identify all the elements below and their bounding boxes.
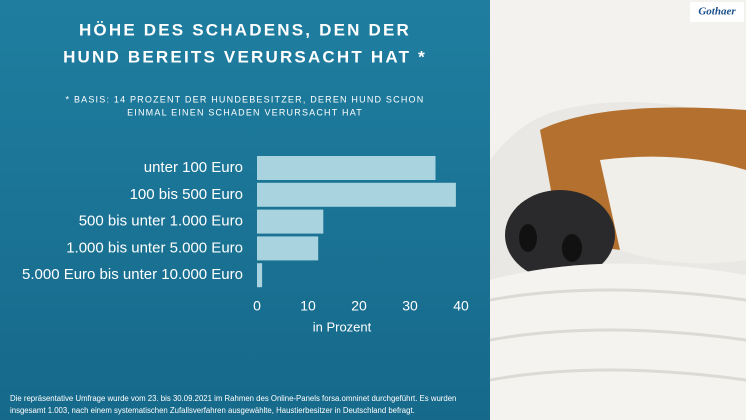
x-tick-label: 40 xyxy=(453,298,469,314)
category-label: 500 bis unter 1.000 Euro xyxy=(79,213,243,230)
panel xyxy=(0,0,490,420)
x-tick-label: 10 xyxy=(300,298,316,314)
photo xyxy=(489,0,746,420)
bar xyxy=(257,182,456,207)
bar xyxy=(257,263,263,288)
x-tick-label: 20 xyxy=(351,298,367,314)
x-tick-label: 0 xyxy=(253,298,261,314)
category-label: 1.000 bis unter 5.000 Euro xyxy=(66,239,243,256)
footnote-line: Die repräsentative Umfrage wurde vom 23.… xyxy=(10,394,456,403)
category-label: 5.000 Euro bis unter 10.000 Euro xyxy=(22,266,243,283)
footnote-line: insgesamt 1.003, nach einem systematisch… xyxy=(10,406,415,415)
category-label: unter 100 Euro xyxy=(144,159,243,176)
brand-logo: Gothaer xyxy=(698,6,736,18)
x-axis-label: in Prozent xyxy=(313,319,372,334)
bar xyxy=(257,209,324,234)
subtitle-line: * BASIS: 14 PROZENT DER HUNDEBESITZER, D… xyxy=(66,94,425,104)
title-line: HÖHE DES SCHADENS, DEN DER xyxy=(79,20,411,39)
subtitle-line: EINMAL EINEN SCHADEN VERURSACHT HAT xyxy=(127,107,363,117)
x-tick-label: 30 xyxy=(402,298,418,314)
title-line: HUND BEREITS VERURSACHT HAT * xyxy=(63,47,427,66)
category-label: 100 bis 500 Euro xyxy=(130,186,243,203)
bar xyxy=(257,156,436,180)
bar xyxy=(257,236,319,261)
